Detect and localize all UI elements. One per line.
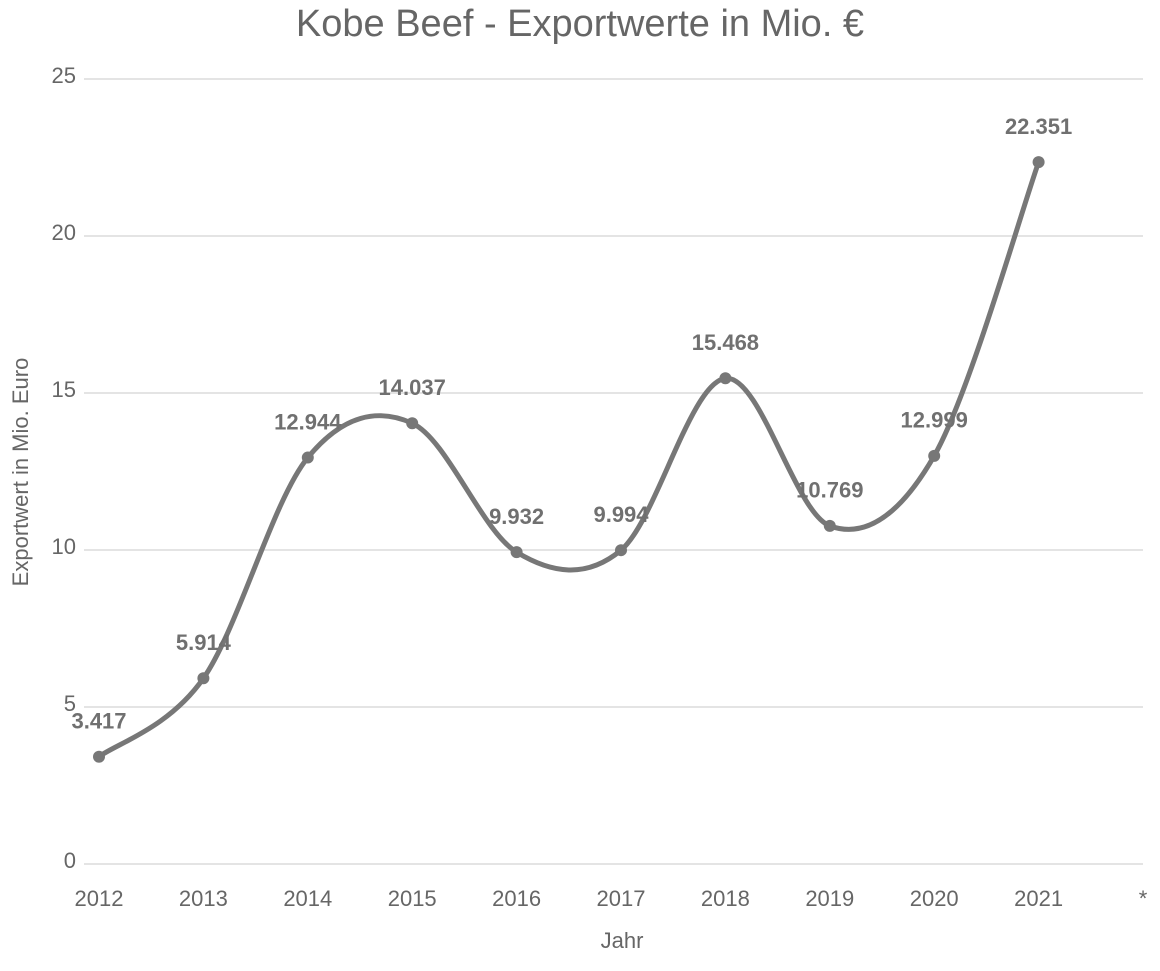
data-label: 3.417	[71, 709, 126, 734]
data-label: 9.994	[593, 502, 649, 527]
data-label: 12.999	[901, 408, 968, 433]
point	[301, 451, 314, 464]
point	[928, 449, 941, 462]
y-axis-label: Exportwert in Mio. Euro	[8, 358, 33, 587]
point	[1032, 156, 1045, 169]
data-label: 5.914	[176, 630, 232, 655]
x-tick-label: 2016	[492, 886, 541, 911]
x-tick-label: 2013	[179, 886, 228, 911]
y-tick-label: 25	[52, 63, 76, 88]
point	[719, 372, 732, 385]
point	[615, 544, 627, 557]
point	[823, 519, 836, 532]
x-tick-label: 2012	[75, 886, 124, 911]
data-label: 15.468	[692, 330, 759, 355]
point	[510, 546, 523, 559]
y-tick-label: 15	[52, 377, 76, 402]
x-tick-label: 2014	[283, 886, 332, 911]
x-tick-label: 2020	[910, 886, 959, 911]
y-tick-label: 10	[52, 534, 76, 559]
point	[197, 672, 210, 685]
x-tick-label: 2017	[597, 886, 646, 911]
data-label: 14.037	[379, 375, 446, 400]
data-label: 22.351	[1005, 114, 1072, 139]
point	[93, 750, 105, 763]
data-label: 10.769	[796, 478, 863, 503]
point	[406, 417, 419, 430]
chart-title: Kobe Beef - Exportwerte in Mio. €	[296, 3, 864, 45]
data-label: 12.944	[274, 409, 342, 434]
x-tick-label: 2021	[1014, 886, 1063, 911]
line	[97, 161, 1041, 759]
y-tick-label: 0	[64, 848, 76, 873]
x-axis-label: Jahr	[601, 928, 644, 953]
y-tick-label: 20	[52, 220, 76, 245]
x-tick-label: 2015	[388, 886, 437, 911]
x-tick-label: 2018	[701, 886, 750, 911]
data-label: 9.932	[489, 504, 544, 529]
x-tick-label: 2019	[805, 886, 854, 911]
y-tick-label: 5	[64, 691, 76, 716]
x-tick-label: *	[1139, 886, 1148, 911]
